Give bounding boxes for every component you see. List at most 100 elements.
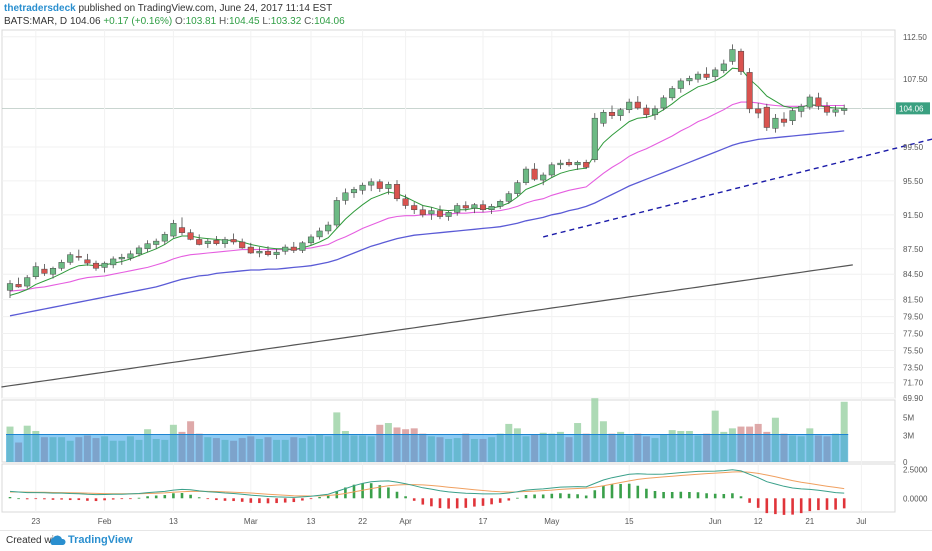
candle[interactable] [600,109,607,127]
candle[interactable] [118,253,125,265]
candle[interactable] [325,221,332,235]
candle[interactable] [342,188,349,205]
candle[interactable] [110,256,117,269]
candle[interactable] [6,280,14,298]
candle[interactable] [806,94,813,110]
candle[interactable] [144,240,151,253]
candle[interactable] [419,205,426,218]
candle[interactable] [359,182,366,195]
candle[interactable] [574,160,581,170]
candle[interactable] [376,179,383,192]
candle[interactable] [15,277,22,288]
volume-bar[interactable] [591,398,599,462]
candle[interactable] [307,234,315,246]
candle[interactable] [841,104,848,115]
candle[interactable] [540,172,547,186]
candle[interactable] [411,202,418,214]
price-panel[interactable] [1,44,932,388]
candle[interactable] [832,105,839,117]
candle[interactable] [694,71,702,83]
candle[interactable] [101,261,108,273]
candle[interactable] [127,250,134,261]
candle[interactable] [445,210,452,221]
candle[interactable] [780,112,788,127]
candle[interactable] [737,48,745,75]
candle[interactable] [290,241,297,254]
candle[interactable] [462,201,469,212]
candle[interactable] [703,67,710,81]
candle[interactable] [617,108,624,121]
candle[interactable] [454,202,461,216]
candle[interactable] [41,264,48,276]
volume-panel[interactable] [6,398,849,462]
candle[interactable] [350,186,358,198]
candle[interactable] [316,227,323,240]
candle[interactable] [204,238,211,248]
candle[interactable] [24,275,31,289]
candle[interactable] [591,113,598,163]
candle[interactable] [729,44,736,65]
candle[interactable] [608,105,616,120]
candle[interactable] [626,98,633,114]
candle[interactable] [548,162,555,178]
candle[interactable] [368,178,375,192]
candle[interactable] [153,238,160,249]
tradingview-brand[interactable]: TradingView [68,534,133,546]
candle[interactable] [256,247,263,258]
candle[interactable] [385,181,392,195]
candle[interactable] [196,234,203,246]
candle[interactable] [755,102,762,119]
candle[interactable] [247,242,254,254]
candle[interactable] [651,105,659,120]
candle[interactable] [67,252,74,265]
candle[interactable] [677,78,684,93]
candle[interactable] [497,199,504,209]
candle[interactable] [522,166,530,186]
candle[interactable] [565,158,573,167]
candle[interactable] [239,238,246,249]
candle[interactable] [514,180,521,197]
candle[interactable] [49,266,57,279]
candle[interactable] [333,197,340,228]
candle[interactable] [789,108,796,125]
candle[interactable] [712,67,719,81]
candle[interactable] [557,159,564,170]
candle[interactable] [798,103,805,118]
candle[interactable] [428,207,435,220]
publisher-username[interactable]: thetradersdeck [4,3,76,14]
candle[interactable] [746,68,753,114]
candle[interactable] [187,229,194,241]
candle[interactable] [273,248,280,259]
candle[interactable] [393,180,401,202]
candle[interactable] [299,241,306,254]
candle[interactable] [471,202,478,214]
candle[interactable] [823,102,831,116]
candle[interactable] [531,163,538,181]
candle[interactable] [686,75,693,86]
candle[interactable] [221,236,229,248]
candle[interactable] [488,203,495,214]
macd-panel[interactable] [8,469,846,515]
candle[interactable] [58,259,65,271]
candle[interactable] [815,92,822,110]
candle[interactable] [135,245,143,257]
candle[interactable] [505,191,512,204]
candle[interactable] [436,205,444,220]
candle[interactable] [402,194,409,209]
candle[interactable] [669,85,676,101]
candle[interactable] [772,113,779,133]
volume-bar[interactable] [840,401,848,462]
candle[interactable] [213,236,220,246]
candle[interactable] [583,159,590,170]
candle[interactable] [763,103,770,131]
candle[interactable] [479,200,487,213]
candle[interactable] [660,95,667,111]
candle[interactable] [75,249,82,261]
candle[interactable] [92,260,100,271]
candle[interactable] [720,59,727,74]
candle[interactable] [634,96,641,110]
candle[interactable] [84,253,91,266]
candle[interactable] [264,246,272,257]
candle[interactable] [161,231,168,245]
candle[interactable] [643,104,650,119]
